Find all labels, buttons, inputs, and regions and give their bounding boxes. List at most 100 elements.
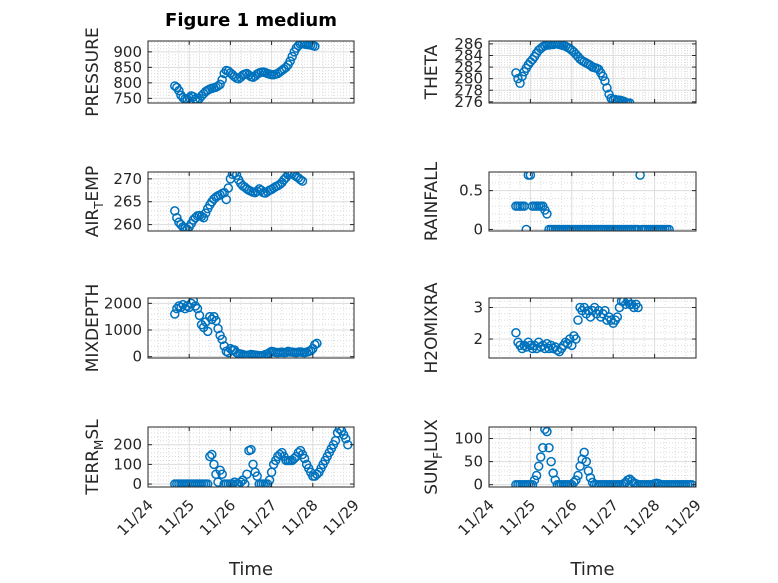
y-tick-label: 265 bbox=[113, 193, 142, 211]
y-tick-label: 50 bbox=[464, 453, 483, 471]
data-point bbox=[511, 327, 521, 338]
x-tick-label: 11/24 bbox=[114, 496, 157, 539]
y-axis-label: THETA bbox=[422, 44, 442, 100]
data-point bbox=[170, 309, 180, 319]
y-tick-label: 0 bbox=[132, 348, 142, 366]
x-axis-label: Time bbox=[228, 559, 273, 580]
data-point bbox=[180, 303, 190, 314]
data-point bbox=[531, 470, 542, 481]
data-point bbox=[571, 334, 581, 344]
data-point bbox=[213, 323, 223, 334]
y-tick-label: 260 bbox=[113, 216, 142, 234]
data-point bbox=[614, 95, 625, 103]
y-tick-label: 100 bbox=[454, 430, 483, 448]
x-tick-label: 11/26 bbox=[537, 496, 580, 539]
x-tick-label: 11/25 bbox=[155, 496, 198, 539]
data-point bbox=[562, 339, 573, 349]
y-axis-label: SUNFLUX bbox=[422, 419, 445, 495]
y-axis-label: H2OMIXRA bbox=[422, 282, 442, 373]
data-point bbox=[579, 447, 589, 458]
x-tick-label: 11/26 bbox=[196, 496, 239, 539]
data-point bbox=[573, 470, 583, 481]
y-tick-label: 284 bbox=[454, 46, 483, 64]
data-point bbox=[573, 315, 583, 325]
data-point bbox=[536, 452, 546, 462]
y-axis-label: PRESSURE bbox=[83, 27, 103, 116]
axes-box bbox=[147, 426, 355, 488]
y-tick-label: 1000 bbox=[104, 321, 142, 339]
x-tick-label: 11/28 bbox=[278, 496, 321, 539]
y-axis-label: AIRTEMP bbox=[83, 166, 106, 237]
data-point bbox=[200, 208, 211, 218]
subplot-air-temp: 260 265 270 AIRTEMP bbox=[83, 166, 355, 237]
series-markers bbox=[511, 41, 635, 103]
data-point bbox=[285, 56, 295, 66]
data-point bbox=[287, 51, 297, 62]
y-tick-label: 280 bbox=[454, 70, 483, 88]
y-tick-label: 0 bbox=[132, 475, 142, 493]
x-axis-label: Time bbox=[569, 559, 614, 580]
axes-box bbox=[488, 426, 697, 488]
data-point bbox=[221, 194, 232, 205]
axes-box bbox=[488, 171, 697, 232]
data-point bbox=[581, 456, 592, 467]
data-point bbox=[295, 175, 306, 185]
y-axis-label: MIXDEPTH bbox=[83, 284, 103, 373]
data-point bbox=[618, 96, 629, 103]
data-point bbox=[542, 339, 552, 349]
series-markers bbox=[511, 298, 643, 357]
data-point bbox=[202, 479, 213, 487]
data-point bbox=[529, 475, 540, 485]
y-tick-label: 0 bbox=[473, 476, 483, 494]
data-point bbox=[525, 172, 536, 180]
data-point bbox=[174, 85, 184, 96]
y-tick-label: 850 bbox=[113, 58, 142, 76]
data-point bbox=[299, 453, 310, 464]
y-tick-label: 0.5 bbox=[459, 182, 483, 200]
data-point bbox=[198, 212, 209, 223]
data-point bbox=[552, 345, 563, 355]
data-point bbox=[215, 79, 225, 90]
x-tick-label: 11/24 bbox=[455, 496, 498, 539]
data-point bbox=[209, 459, 219, 470]
data-point bbox=[231, 347, 242, 358]
data-point bbox=[202, 326, 213, 337]
data-point bbox=[231, 172, 242, 180]
y-tick-label: 100 bbox=[113, 455, 142, 473]
data-point bbox=[544, 443, 554, 453]
axes-box bbox=[488, 297, 697, 359]
data-point bbox=[585, 473, 596, 483]
y-tick-label: 750 bbox=[113, 89, 142, 107]
series-markers bbox=[170, 298, 322, 358]
data-point bbox=[571, 475, 581, 485]
data-point bbox=[223, 183, 234, 193]
data-point bbox=[217, 334, 227, 345]
data-point bbox=[602, 83, 612, 93]
y-tick-label: 200 bbox=[113, 436, 142, 454]
data-point bbox=[205, 451, 215, 462]
series-markers bbox=[511, 427, 696, 487]
data-point bbox=[620, 97, 631, 103]
data-point bbox=[227, 172, 238, 180]
data-point bbox=[297, 176, 308, 186]
data-point bbox=[207, 314, 217, 325]
data-point bbox=[310, 41, 320, 52]
x-tick-label: 11/25 bbox=[496, 496, 539, 539]
x-tick-label: 11/27 bbox=[237, 496, 280, 539]
axes-box bbox=[488, 40, 697, 104]
data-point bbox=[207, 449, 217, 460]
data-point bbox=[312, 338, 322, 349]
data-point bbox=[517, 71, 527, 82]
data-point bbox=[540, 427, 550, 435]
y-tick-label: 278 bbox=[454, 81, 483, 99]
data-point bbox=[527, 479, 538, 487]
data-point bbox=[546, 456, 556, 467]
series-markers bbox=[170, 172, 308, 231]
axes-box bbox=[147, 297, 355, 359]
data-point bbox=[190, 301, 201, 311]
